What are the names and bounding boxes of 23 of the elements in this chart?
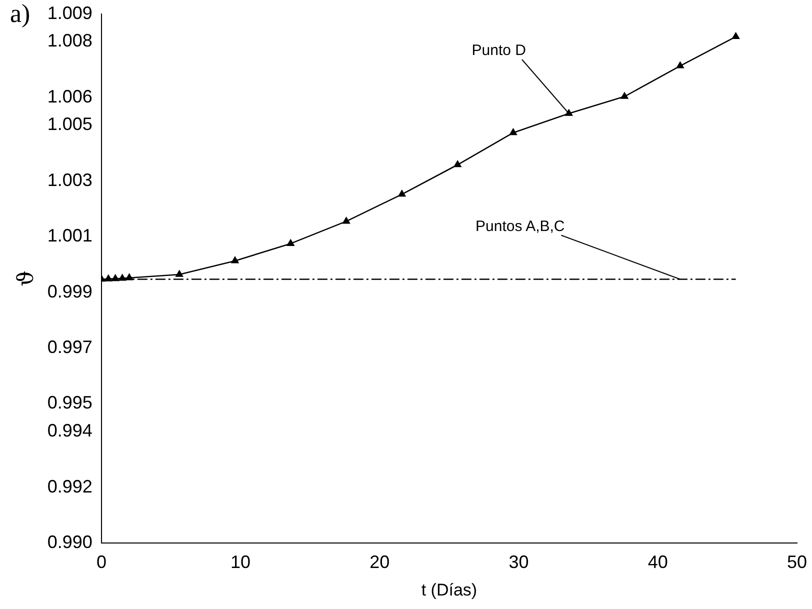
y-tick-label: 0.995 xyxy=(47,392,92,413)
y-tick-label: 1.001 xyxy=(47,226,92,246)
x-tick-label: 30 xyxy=(508,552,529,572)
x-tick-label: 0 xyxy=(96,552,106,572)
x-tick-label: 10 xyxy=(230,552,251,572)
text: Punto D xyxy=(472,42,526,60)
x-tick-label: 20 xyxy=(370,552,390,572)
y-tick-label: 0.994 xyxy=(47,420,92,441)
y-tick-label: 0.992 xyxy=(47,476,92,496)
y-tick-label: 0.999 xyxy=(47,281,92,302)
y-tick-label: 1.009 xyxy=(47,2,92,23)
y-axis-title: ϑ xyxy=(14,270,39,286)
text: Puntos A,B,C xyxy=(476,218,565,235)
y-tick-label: 1.006 xyxy=(47,86,92,106)
y-tick-label: 1.005 xyxy=(47,114,92,134)
y-tick-label: 1.008 xyxy=(47,30,92,51)
x-axis-title: t (Días) xyxy=(421,580,478,600)
y-tick-label: 0.990 xyxy=(47,532,92,552)
x-tick-label: 50 xyxy=(786,552,808,572)
y-tick-label: 1.003 xyxy=(47,170,92,190)
x-tick-label: 40 xyxy=(648,552,668,572)
y-tick-label: 0.997 xyxy=(47,337,92,357)
chart-title: a) xyxy=(10,0,30,28)
